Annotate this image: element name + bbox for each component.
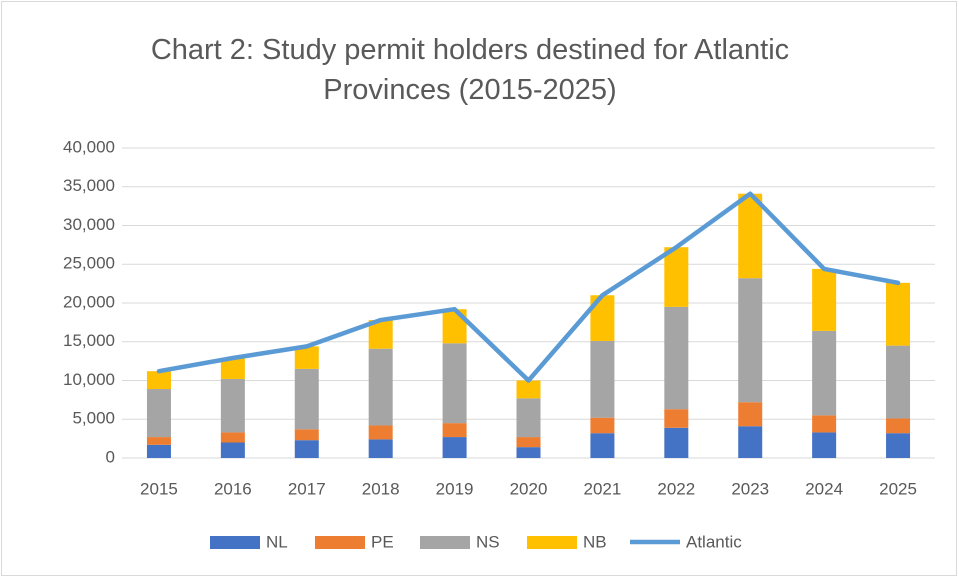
bar-segment xyxy=(664,247,689,307)
bar-segment xyxy=(738,193,763,279)
x-tick-label: 2016 xyxy=(214,479,252,498)
bar-segment xyxy=(886,282,911,346)
chart-title: Chart 2: Study permit holders destined f… xyxy=(150,34,790,106)
bar-segment xyxy=(812,330,837,416)
line-series xyxy=(156,191,901,383)
y-tick-label: 0 xyxy=(106,447,115,466)
legend-swatch xyxy=(315,536,365,549)
x-tick-label: 2022 xyxy=(657,479,695,498)
y-tick-label: 10,000 xyxy=(63,370,115,389)
bar-segment xyxy=(516,447,541,458)
bar-segment xyxy=(812,268,837,331)
bar-segment xyxy=(220,432,245,443)
bar-segment xyxy=(886,345,911,419)
x-tick-label: 2017 xyxy=(288,479,326,498)
bar-segment xyxy=(590,340,615,418)
legend-swatch xyxy=(527,536,577,549)
bar-segment xyxy=(146,444,171,458)
x-tick-label: 2023 xyxy=(731,479,769,498)
bar-segment xyxy=(294,440,319,458)
bar-segment xyxy=(294,429,319,441)
x-tick-label: 2015 xyxy=(140,479,178,498)
x-tick-label: 2024 xyxy=(805,479,843,498)
x-tick-label: 2021 xyxy=(583,479,621,498)
bar-segment xyxy=(738,402,763,427)
bar-segment xyxy=(442,437,467,458)
y-tick-label: 5,000 xyxy=(72,409,115,428)
bar-segment xyxy=(294,368,319,430)
bar-segment xyxy=(146,371,171,390)
bar-segment xyxy=(368,439,393,458)
bar-segment xyxy=(220,378,245,433)
bar-segment xyxy=(812,415,837,433)
legend-label: Atlantic xyxy=(686,532,742,551)
legend-label: NL xyxy=(266,532,288,551)
bar-segment xyxy=(368,348,393,426)
legend-swatch xyxy=(210,536,260,549)
legend-label: NS xyxy=(476,532,500,551)
bar-segment xyxy=(664,306,689,410)
bar-segment xyxy=(590,433,615,458)
x-tick-label: 2018 xyxy=(362,479,400,498)
bar-segment xyxy=(516,380,541,399)
bar-segment xyxy=(294,346,319,369)
bar-segment xyxy=(516,398,541,438)
x-tick-label: 2019 xyxy=(436,479,474,498)
y-tick-label: 35,000 xyxy=(63,176,115,195)
bar-segment xyxy=(442,423,467,438)
x-tick-label: 2020 xyxy=(510,479,548,498)
y-tick-label: 15,000 xyxy=(63,331,115,350)
legend-label: PE xyxy=(371,532,394,551)
bar-segment xyxy=(442,343,467,424)
bar-segment xyxy=(738,426,763,458)
bar-segment xyxy=(738,278,763,403)
bar-segment xyxy=(812,432,837,458)
legend-label: NB xyxy=(583,532,607,551)
bar-segment xyxy=(146,437,171,445)
y-tick-label: 30,000 xyxy=(63,215,115,234)
bar-segment xyxy=(886,418,911,434)
x-tick-label: 2025 xyxy=(879,479,917,498)
bar-segment xyxy=(664,409,689,428)
bar-segment xyxy=(146,389,171,438)
bar-segment xyxy=(664,427,689,458)
legend-swatch xyxy=(420,536,470,549)
bar-segment xyxy=(886,433,911,458)
bar-segment xyxy=(220,442,245,458)
y-tick-label: 20,000 xyxy=(63,292,115,311)
bar-segment xyxy=(590,417,615,434)
y-tick-label: 25,000 xyxy=(63,254,115,273)
bar-segment xyxy=(220,358,245,379)
bar-segment xyxy=(516,437,541,448)
bar-segment xyxy=(368,425,393,440)
y-tick-label: 40,000 xyxy=(63,137,115,156)
